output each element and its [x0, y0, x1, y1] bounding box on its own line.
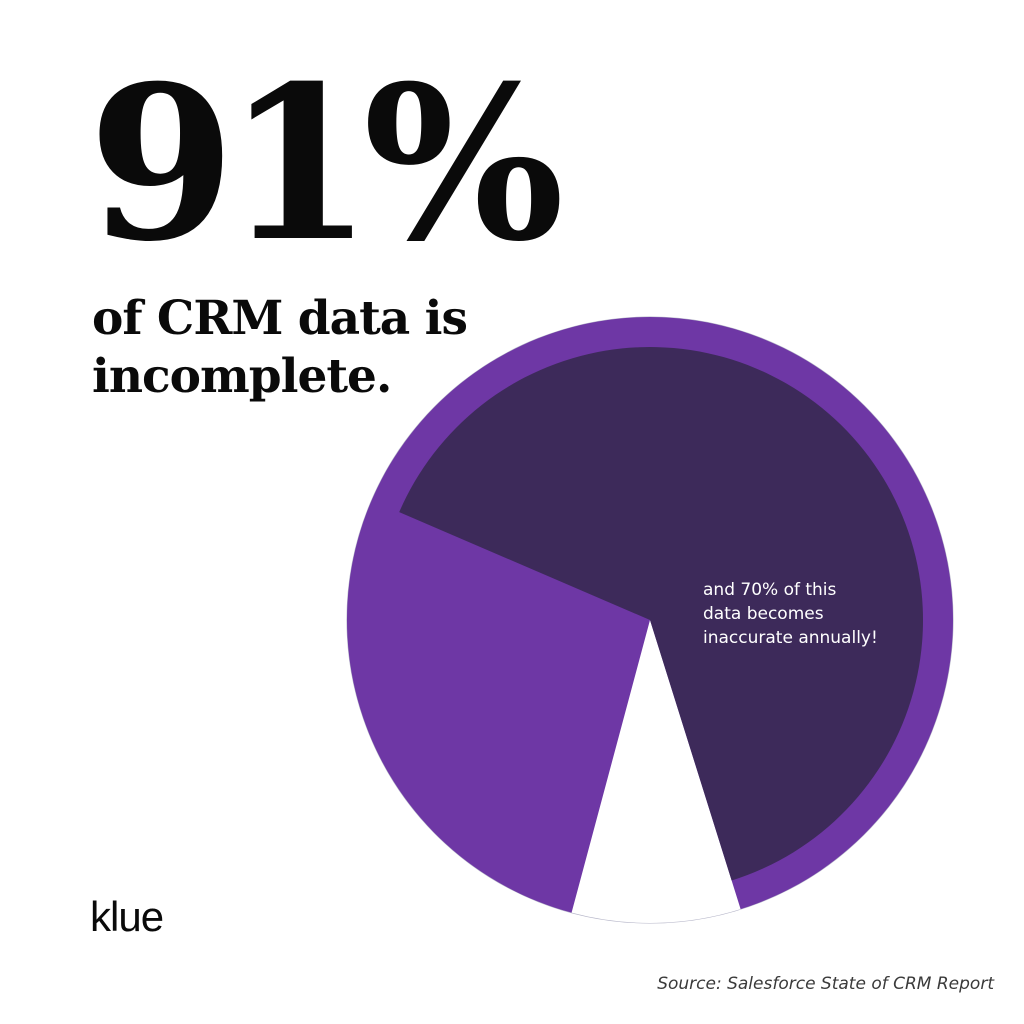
- headline-subtitle: of CRM data is incomplete.: [92, 290, 468, 406]
- headline-line-1: of CRM data is: [92, 291, 468, 346]
- pie-annotation: and 70% of this data becomes inaccurate …: [703, 578, 933, 650]
- pie-annotation-line-2: data becomes: [703, 604, 824, 624]
- klue-logo: klue: [90, 893, 164, 940]
- pie-annotation-line-1: and 70% of this: [703, 580, 837, 600]
- headline-stat: 91%: [88, 39, 564, 288]
- pie-annotation-line-3: inaccurate annually!: [703, 628, 878, 648]
- headline-line-2: incomplete.: [92, 349, 392, 404]
- source-note: Source: Salesforce State of CRM Report: [657, 974, 994, 994]
- pie-slice-complete: [571, 620, 741, 923]
- pie-slice-inaccurate: [399, 347, 924, 881]
